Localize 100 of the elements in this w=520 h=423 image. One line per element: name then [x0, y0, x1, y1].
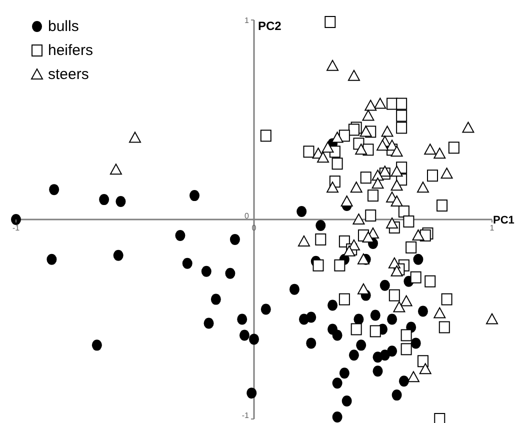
- point: [424, 275, 436, 288]
- point: [436, 200, 448, 212]
- point: [486, 313, 498, 324]
- point: [306, 338, 316, 349]
- point: [378, 166, 391, 177]
- point: [260, 304, 271, 315]
- point: [99, 194, 110, 206]
- point: [355, 144, 368, 155]
- point: [462, 122, 474, 133]
- point: [400, 329, 412, 342]
- y-tick-label: 0: [244, 212, 250, 220]
- point: [390, 146, 403, 157]
- point: [388, 289, 400, 302]
- point: [331, 132, 344, 143]
- point: [317, 152, 330, 163]
- point: [434, 307, 446, 318]
- point: [332, 330, 342, 341]
- point: [403, 215, 414, 228]
- point: [392, 390, 402, 401]
- x-tick-label: -1: [12, 224, 20, 232]
- point: [230, 234, 240, 245]
- point: [410, 338, 421, 349]
- point: [350, 182, 362, 193]
- point: [398, 376, 409, 387]
- point: [370, 310, 380, 321]
- point: [424, 144, 436, 155]
- point: [410, 271, 422, 284]
- point: [372, 366, 383, 377]
- point: [390, 166, 403, 177]
- point: [303, 146, 314, 158]
- point: [326, 182, 339, 193]
- y-axis-title: PC2: [258, 19, 282, 33]
- point: [406, 241, 417, 254]
- point: [362, 110, 374, 121]
- point: [204, 318, 214, 329]
- point: [249, 334, 259, 345]
- point: [260, 130, 272, 142]
- point: [296, 206, 307, 218]
- point: [326, 60, 339, 71]
- point: [360, 172, 372, 184]
- point: [352, 214, 365, 224]
- point: [324, 16, 336, 28]
- point: [364, 100, 377, 111]
- point: [348, 124, 360, 136]
- point: [332, 158, 343, 170]
- point: [49, 184, 60, 196]
- point: [129, 132, 141, 143]
- point: [419, 363, 432, 374]
- point: [92, 340, 102, 351]
- point: [441, 293, 452, 306]
- point: [400, 343, 412, 356]
- point: [225, 268, 236, 279]
- point: [440, 168, 453, 179]
- legend-label: steers: [48, 66, 89, 82]
- point: [348, 350, 359, 361]
- point: [11, 214, 21, 225]
- point: [365, 210, 376, 222]
- point: [237, 314, 248, 325]
- point: [396, 110, 408, 122]
- point: [416, 182, 429, 193]
- point: [328, 300, 338, 311]
- point: [362, 231, 374, 242]
- point: [413, 254, 424, 265]
- point: [387, 346, 398, 357]
- point: [412, 229, 424, 240]
- point: [110, 164, 122, 175]
- point: [190, 190, 200, 202]
- point: [372, 170, 384, 181]
- point: [113, 250, 124, 261]
- point: [350, 323, 362, 336]
- point: [434, 148, 446, 159]
- point: [338, 293, 350, 306]
- y-tick-label: -1: [242, 411, 250, 420]
- point: [380, 280, 390, 291]
- point: [338, 130, 350, 142]
- point: [356, 340, 366, 351]
- point: [357, 283, 370, 294]
- point: [376, 140, 389, 151]
- point: [438, 321, 450, 334]
- point: [390, 265, 403, 276]
- point: [396, 122, 408, 134]
- point: [340, 196, 353, 207]
- point: [357, 253, 370, 264]
- point: [393, 301, 406, 312]
- point: [175, 230, 186, 241]
- point: [312, 259, 324, 272]
- point: [374, 98, 386, 109]
- point: [316, 220, 326, 231]
- point: [332, 378, 342, 389]
- point: [368, 190, 378, 202]
- point: [210, 294, 221, 305]
- x-axis-title: PC1: [493, 214, 514, 226]
- point: [306, 312, 316, 323]
- point: [239, 330, 250, 341]
- point: [387, 314, 398, 325]
- point: [246, 388, 257, 399]
- point: [390, 180, 403, 191]
- point: [289, 284, 300, 295]
- point: [372, 178, 384, 189]
- point: [417, 355, 428, 368]
